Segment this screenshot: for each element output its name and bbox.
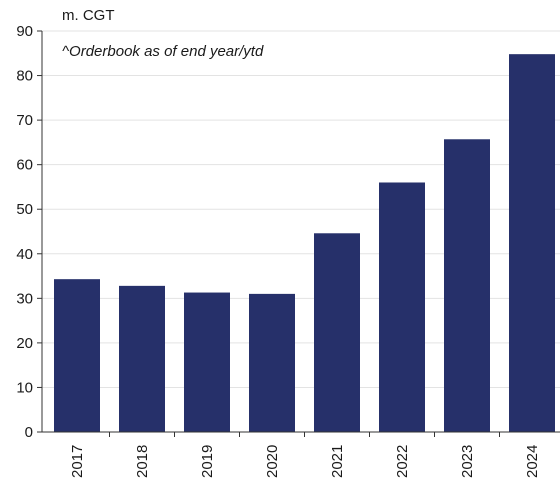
y-tick-label: 0 [25, 424, 33, 441]
y-tick-label: 20 [16, 335, 33, 352]
y-axis-unit-label: m. CGT [62, 7, 115, 24]
bar-2021 [314, 233, 360, 432]
y-tick-label: 30 [16, 290, 33, 307]
y-tick-label: 40 [16, 246, 33, 263]
x-tick-labels: 2017 2018 2019 2020 2021 2022 2023 2024 [69, 445, 541, 478]
bar-2022 [379, 182, 425, 432]
y-tick-label: 90 [16, 23, 33, 40]
bar-2023 [444, 139, 490, 432]
bar-2020 [249, 293, 295, 432]
x-tick-label: 2021 [329, 445, 346, 478]
y-tick-labels: 0 10 20 30 40 50 60 70 80 90 [16, 23, 33, 441]
bar-2024 [509, 54, 555, 433]
x-tick-label: 2023 [459, 445, 476, 478]
x-tick-label: 2020 [264, 445, 281, 478]
bars [54, 54, 555, 433]
axes [41, 31, 560, 437]
y-tick-label: 10 [16, 379, 33, 396]
x-tick-label: 2022 [394, 445, 411, 478]
y-tick-label: 50 [16, 201, 33, 218]
x-tick-label: 2017 [69, 445, 86, 478]
y-tick-label: 60 [16, 157, 33, 174]
x-tick-label: 2019 [199, 445, 216, 478]
bar-2019 [184, 292, 230, 432]
bar-2017 [54, 279, 100, 432]
bar-2018 [119, 285, 165, 432]
chart-annotation: ^Orderbook as of end year/ytd [62, 43, 264, 60]
y-tick-label: 70 [16, 112, 33, 129]
x-tick-label: 2024 [524, 445, 541, 478]
x-tick-label: 2018 [134, 445, 151, 478]
y-tick-label: 80 [16, 68, 33, 85]
